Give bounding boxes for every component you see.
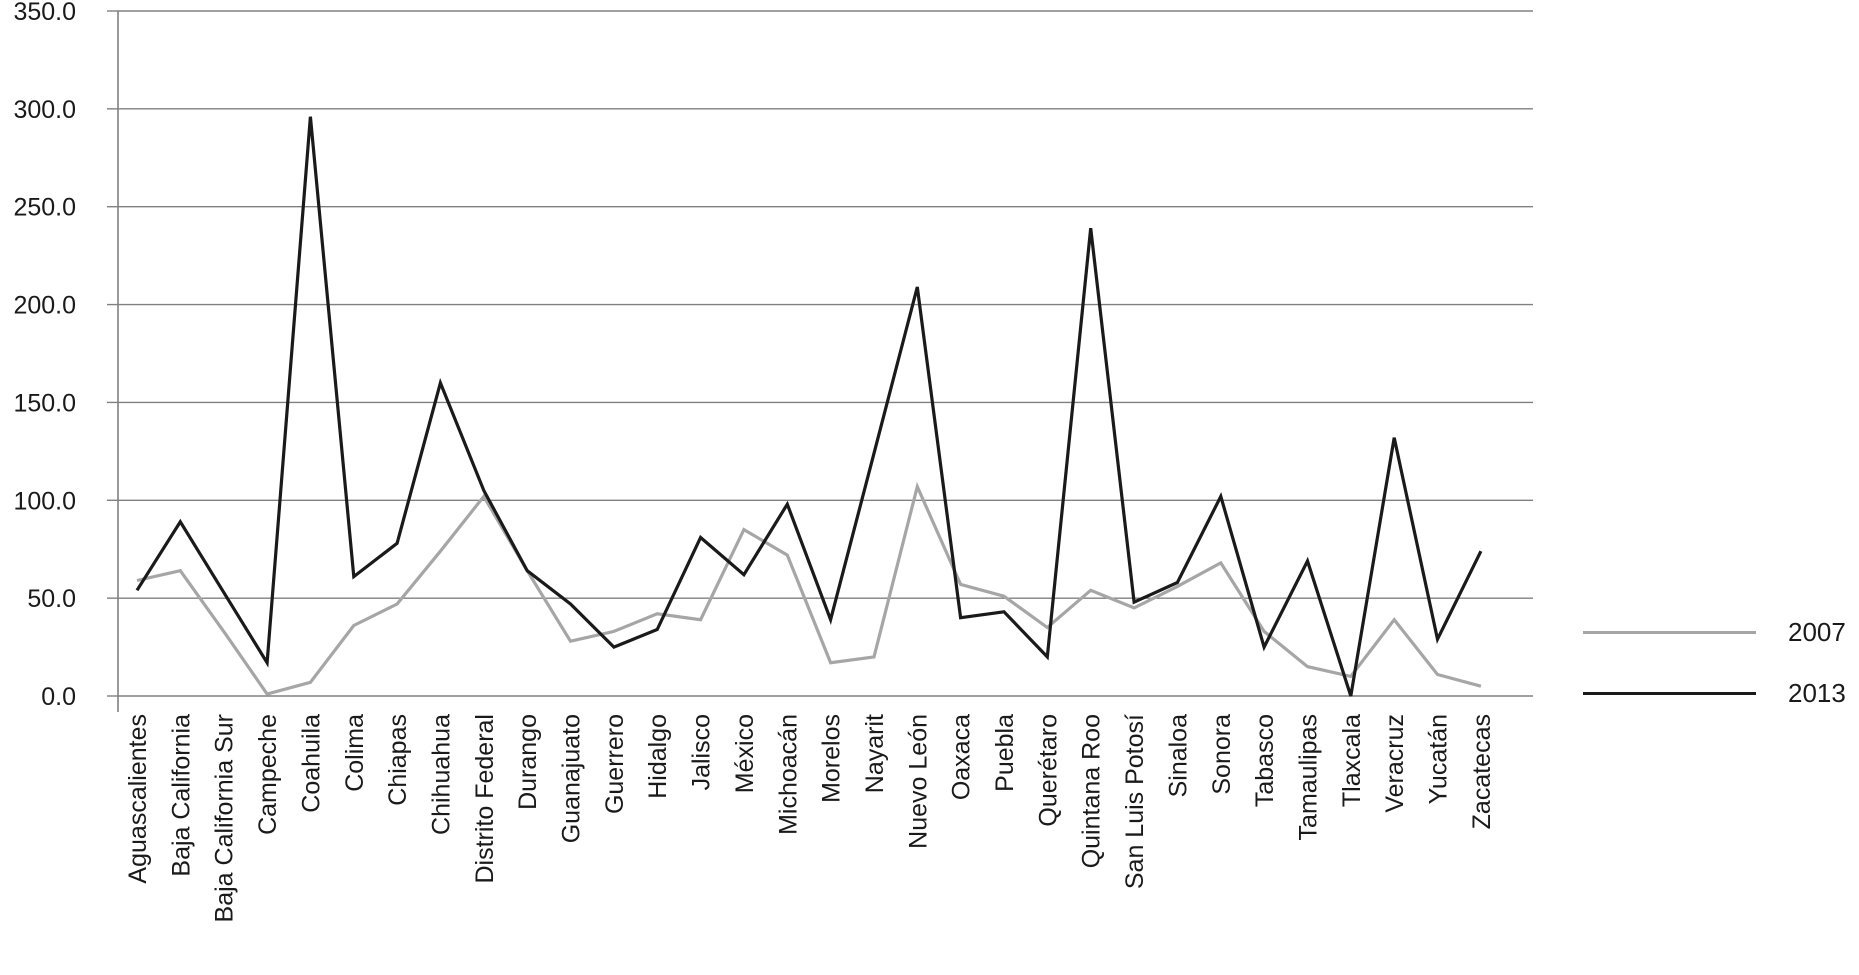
x-tick-label: Michoacán bbox=[774, 714, 802, 835]
y-tick-label: 300.0 bbox=[13, 96, 76, 124]
x-tick-label: México bbox=[731, 714, 759, 793]
x-tick-label: Tlaxcala bbox=[1338, 714, 1366, 807]
x-tick-label: Querétaro bbox=[1034, 714, 1062, 827]
x-tick-label: Chihuahua bbox=[427, 714, 455, 835]
y-tick-label: 50.0 bbox=[27, 585, 76, 613]
x-tick-label: Quintana Roo bbox=[1078, 714, 1106, 868]
x-tick-label: Baja California bbox=[167, 714, 195, 877]
series-line-2013 bbox=[135, 116, 1483, 697]
x-tick-label: Guerrero bbox=[601, 714, 629, 814]
x-tick-label: Chiapas bbox=[384, 714, 412, 806]
x-tick-label: San Luis Potosí bbox=[1121, 714, 1149, 889]
x-tick-label: Oaxaca bbox=[948, 714, 976, 800]
x-tick-label: Yucatán bbox=[1425, 714, 1453, 804]
x-tick-label: Morelos bbox=[818, 714, 846, 803]
y-tick-label: 350.0 bbox=[13, 0, 76, 26]
x-tick-label: Zacatecas bbox=[1468, 714, 1496, 829]
x-tick-label: Nayarit bbox=[861, 714, 889, 793]
series-line-2007 bbox=[136, 481, 1482, 696]
x-tick-label: Hidalgo bbox=[644, 714, 672, 799]
x-tick-label: Durango bbox=[514, 714, 542, 810]
x-tick-label: Veracruz bbox=[1381, 714, 1409, 813]
y-tick-label: 0.0 bbox=[41, 683, 76, 711]
y-tick-label: 100.0 bbox=[13, 487, 76, 515]
x-tick-label: Nuevo León bbox=[904, 714, 932, 849]
x-tick-label: Distrito Federal bbox=[471, 714, 499, 884]
y-tick-label: 200.0 bbox=[13, 292, 76, 320]
x-tick-label: Aguascalientes bbox=[124, 714, 152, 884]
x-tick-label: Tamaulipas bbox=[1294, 714, 1322, 840]
x-tick-label: Campeche bbox=[254, 714, 282, 835]
x-tick-label: Guanajuato bbox=[558, 714, 586, 843]
x-tick-label: Sinaloa bbox=[1164, 714, 1192, 797]
x-tick-label: Coahuila bbox=[297, 714, 325, 813]
x-tick-label: Baja California Sur bbox=[211, 714, 239, 922]
y-tick-label: 150.0 bbox=[13, 389, 76, 417]
x-tick-label: Jalisco bbox=[688, 714, 716, 790]
x-tick-label: Tabasco bbox=[1251, 714, 1279, 807]
x-tick-label: Sonora bbox=[1208, 714, 1236, 795]
y-tick-label: 250.0 bbox=[13, 194, 76, 222]
x-tick-label: Colima bbox=[341, 714, 369, 792]
x-tick-label: Puebla bbox=[991, 714, 1019, 792]
